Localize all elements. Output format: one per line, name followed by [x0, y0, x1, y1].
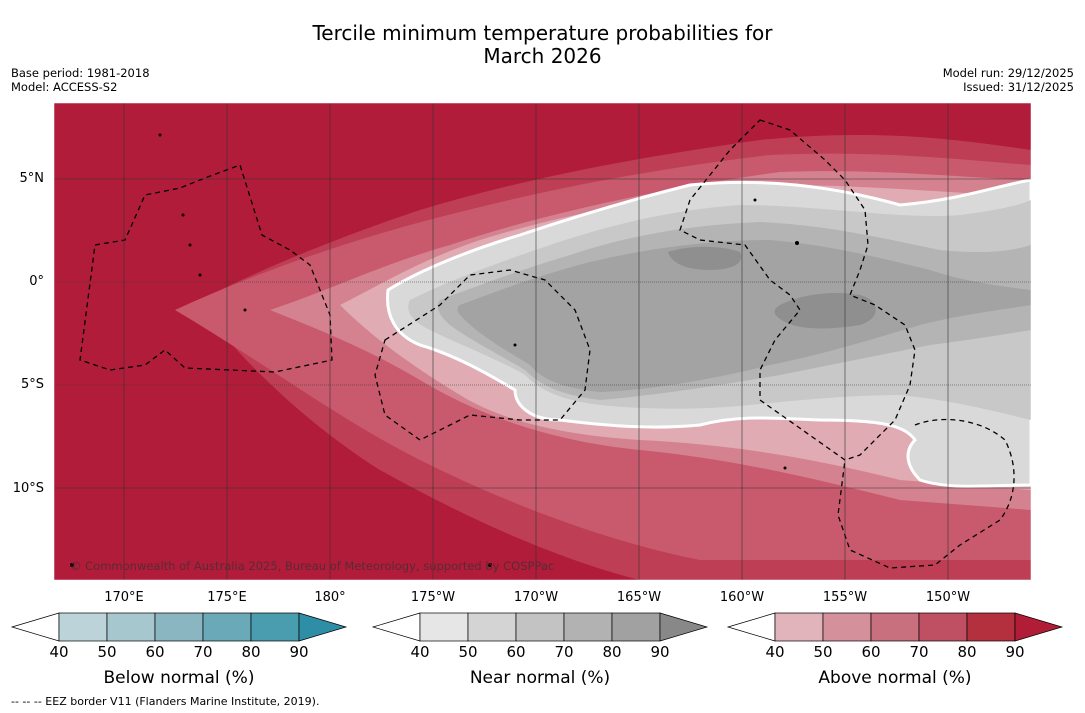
colorbar-title: Below normal (%) [103, 668, 255, 688]
island [198, 273, 202, 277]
colorbar-title: Above normal (%) [818, 668, 972, 688]
base-period: Base period: 1981-2018 [11, 66, 150, 80]
colorbar-segment [467, 612, 517, 642]
lon-label-160W: 160°W [719, 590, 765, 605]
island [181, 213, 185, 217]
map-frame [53, 102, 1032, 581]
colorbar-above-normal [726, 612, 1064, 642]
model-name: Model: ACCESS-S2 [11, 80, 118, 94]
near-normal-80-patch [774, 293, 876, 329]
colorbar-segment [154, 612, 204, 642]
colorbar-tick-label: 70 [909, 643, 929, 661]
island [488, 563, 492, 567]
colorbar-max-extend [1014, 612, 1064, 642]
eez-borders [79, 119, 1015, 569]
chart-title-line-2: March 2026 [483, 44, 602, 68]
eez-footnote: -- -- -- EEZ border V11 (Flanders Marine… [11, 695, 320, 708]
colorbar-segment [58, 612, 108, 642]
colorbar-segment [966, 612, 1016, 642]
lat-label-10S: 10°S [12, 481, 44, 496]
colorbar-tick-label: 80 [241, 643, 261, 661]
run-info: Model run: 29/12/2025 Issued: 31/12/2025 [943, 66, 1074, 94]
colorbar-segment [419, 612, 469, 642]
colorbar-segment [250, 612, 300, 642]
colorbar-min-extend [726, 612, 776, 642]
colorbar-tick-label: 60 [861, 643, 881, 661]
colorbar-max-extend [298, 612, 348, 642]
islands [70, 133, 799, 567]
island [243, 308, 247, 312]
lon-label-170W: 170°W [513, 590, 559, 605]
colorbar-segment [202, 612, 252, 642]
colorbar-tick-label: 90 [289, 643, 309, 661]
colorbar-tick-label: 40 [410, 643, 430, 661]
near-normal-80-patch-2 [668, 246, 742, 270]
island [753, 198, 757, 202]
colorbar-tick-label: 60 [506, 643, 526, 661]
eez-border-cook-north [837, 418, 1015, 569]
lat-label-5S: 5°S [20, 377, 44, 392]
lon-label-180: 180° [314, 590, 346, 605]
issued-date: Issued: 31/12/2025 [963, 80, 1074, 94]
eez-border-phoenix [374, 269, 591, 441]
near-normal-70-band [457, 240, 1031, 392]
island [783, 466, 787, 470]
colorbar-min-extend [10, 612, 60, 642]
colorbar-tick-label: 50 [458, 643, 478, 661]
colorbar-tick-label: 80 [957, 643, 977, 661]
chart-title-line-1: Tercile minimum temperature probabilitie… [312, 21, 773, 45]
graticule [54, 103, 1031, 580]
colorbar-segment [870, 612, 920, 642]
colorbar-tick-label: 40 [49, 643, 69, 661]
colorbar-tick-label: 90 [650, 643, 670, 661]
island [513, 343, 517, 347]
lon-label-155W: 155°W [822, 590, 868, 605]
eez-border-kiribati-west [79, 164, 333, 373]
colorbar-tick-label: 70 [554, 643, 574, 661]
colorbar-near-normal [371, 612, 709, 642]
colorbar-segment [563, 612, 613, 642]
colorbar-tick-label: 70 [193, 643, 213, 661]
colorbar-tick-label: 90 [1005, 643, 1025, 661]
lon-label-175E: 175°E [207, 590, 247, 605]
lat-label-5N: 5°N [19, 171, 45, 186]
island [158, 133, 162, 137]
island [188, 243, 192, 247]
colorbar-max-extend [659, 612, 709, 642]
colorbar-segment [515, 612, 565, 642]
lat-label-equator: 0° [29, 274, 44, 289]
colorbar-tick-label: 80 [602, 643, 622, 661]
lon-label-170E: 170°E [104, 590, 144, 605]
colorbar-tick-label: 50 [97, 643, 117, 661]
colorbar-min-extend [371, 612, 421, 642]
island [795, 241, 799, 245]
colorbar-segment [918, 612, 968, 642]
colorbar-segment [106, 612, 156, 642]
colorbar-tick-label: 60 [145, 643, 165, 661]
colorbar-below-normal [10, 612, 348, 642]
eez-border-line-islands [679, 119, 916, 461]
model-run: Model run: 29/12/2025 [942, 66, 1074, 80]
lon-label-150W: 150°W [925, 590, 971, 605]
colorbar-tick-label: 50 [813, 643, 833, 661]
colorbar-segment [611, 612, 661, 642]
colorbar-segment [774, 612, 824, 642]
probability-map [54, 103, 1031, 580]
lon-label-165W: 165°W [616, 590, 662, 605]
copyright-notice: © Commonwealth of Australia 2025, Bureau… [70, 559, 555, 573]
colorbar-tick-label: 40 [765, 643, 785, 661]
model-info: Base period: 1981-2018 Model: ACCESS-S2 [11, 66, 150, 94]
colorbar-segment [822, 612, 872, 642]
island [70, 563, 74, 567]
colorbar-title: Near normal (%) [469, 668, 611, 688]
lon-label-175W: 175°W [410, 590, 456, 605]
